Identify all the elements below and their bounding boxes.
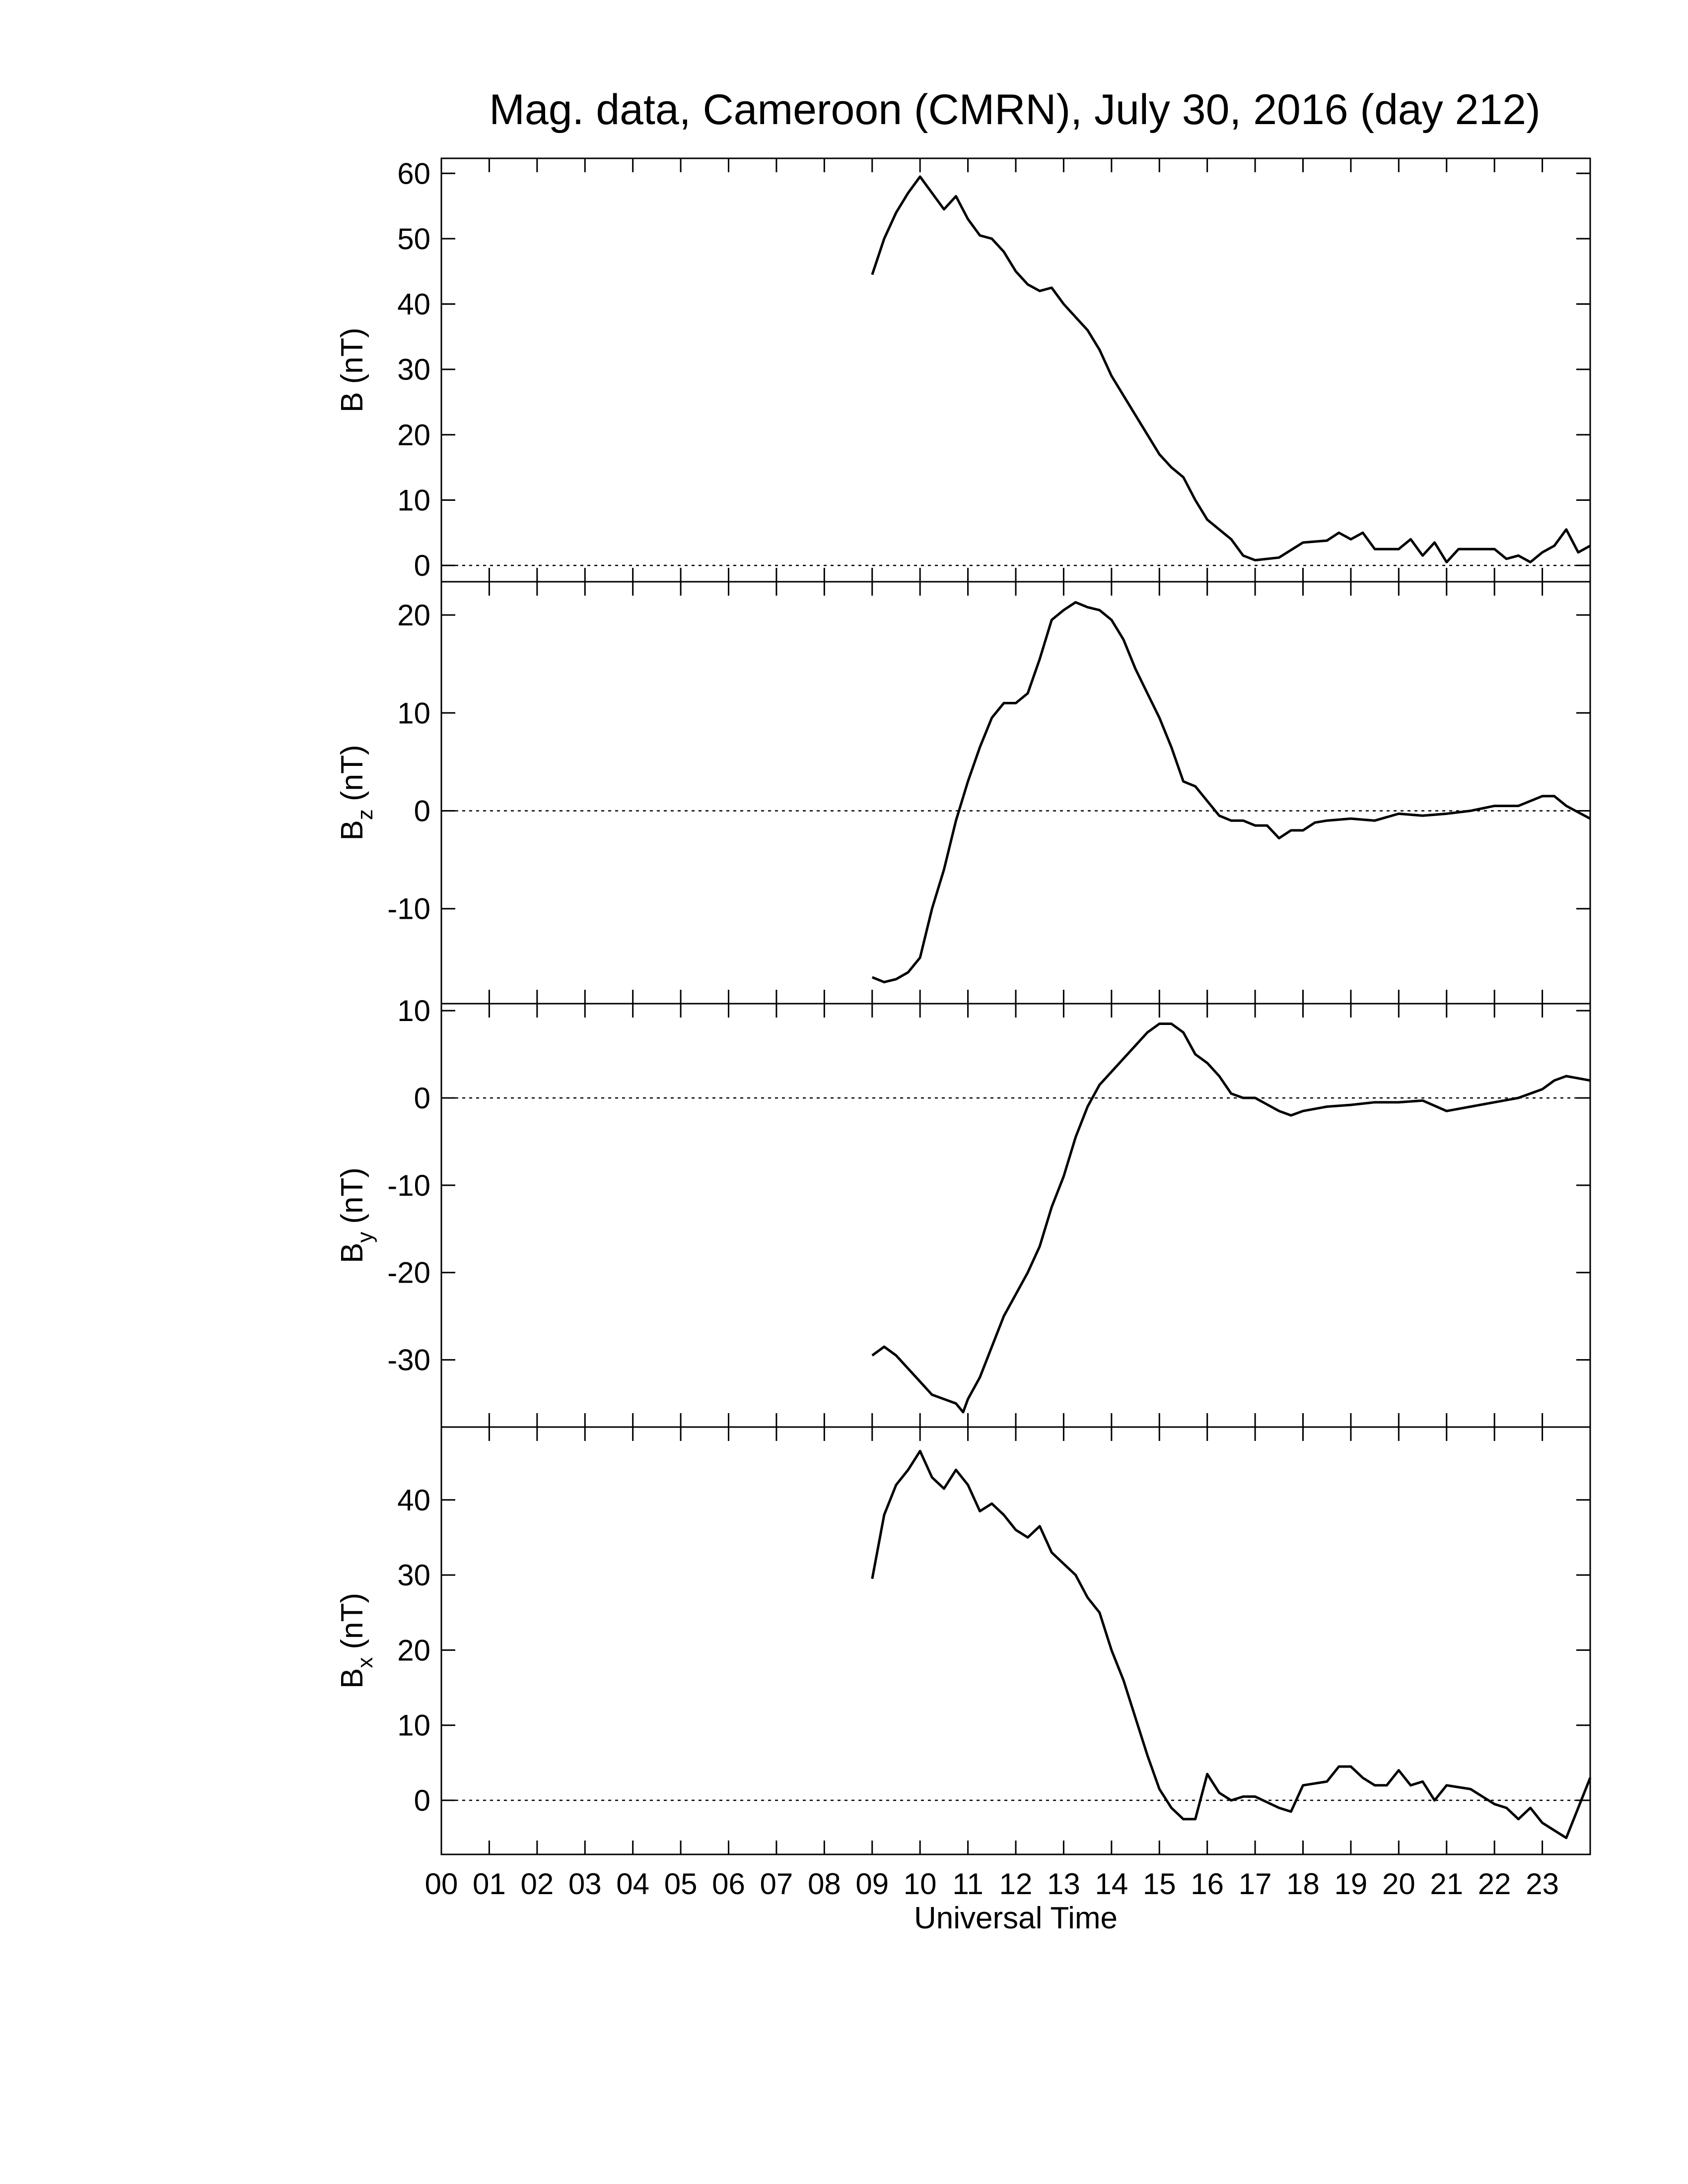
y-tick-label: 0 (414, 794, 430, 827)
data-line (871, 175, 1591, 563)
y-label-unit: (nT) (335, 1167, 369, 1224)
y-tick-label: 10 (397, 994, 430, 1027)
y-label-sub: z (353, 809, 377, 820)
y-axis-label: By (nT) (335, 1167, 377, 1263)
y-label-unit: (nT) (335, 328, 369, 384)
x-tick-label: 00 (425, 1867, 458, 1901)
y-tick-label: 20 (397, 1634, 430, 1667)
y-tick-label: 60 (397, 157, 430, 190)
y-tick-label: 40 (397, 1484, 430, 1517)
y-tick-label: 0 (414, 1082, 430, 1115)
y-axis-label: Bz (nT) (335, 745, 377, 840)
x-tick-label: 05 (664, 1867, 698, 1901)
y-tick-label: -20 (387, 1256, 430, 1290)
y-label-main: B (335, 1668, 369, 1689)
y-label-main: B (335, 820, 369, 840)
x-tick-label: 09 (855, 1867, 889, 1901)
y-tick-label: 0 (414, 549, 430, 582)
x-tick-label: 23 (1526, 1867, 1559, 1901)
y-tick-label: 20 (397, 599, 430, 632)
data-line (871, 1449, 1592, 1840)
y-tick-label: 40 (397, 288, 430, 321)
y-label-main: B (335, 1243, 369, 1263)
data-line (871, 1023, 1591, 1414)
x-tick-label: 02 (520, 1867, 554, 1901)
x-tick-label: 08 (808, 1867, 841, 1901)
y-tick-label: 10 (397, 696, 430, 730)
y-label-main: B (335, 392, 369, 412)
y-tick-label: -30 (387, 1344, 430, 1377)
x-tick-label: 01 (473, 1867, 506, 1901)
x-axis-label: Universal Time (914, 1901, 1118, 1935)
x-tick-label: 03 (568, 1867, 602, 1901)
panel-frame (440, 157, 1591, 583)
y-tick-label: 30 (397, 353, 430, 386)
chart-title: Mag. data, Cameroon (CMRN), July 30, 201… (489, 86, 1541, 134)
y-label-sub: x (353, 1657, 377, 1668)
y-tick-label: -10 (387, 1169, 430, 1202)
y-label-sub: y (353, 1232, 377, 1243)
x-tick-label: 17 (1239, 1867, 1272, 1901)
y-tick-label: 0 (414, 1784, 430, 1817)
y-tick-label: 50 (397, 222, 430, 256)
y-axis-label: B (nT) (335, 328, 369, 412)
y-tick-label: 30 (397, 1559, 430, 1592)
x-tick-label: 13 (1047, 1867, 1080, 1901)
x-tick-label: 15 (1143, 1867, 1176, 1901)
x-tick-label: 11 (952, 1867, 983, 1901)
x-tick-label: 10 (904, 1867, 937, 1901)
y-tick-label: 20 (397, 418, 430, 452)
y-label-unit: (nT) (335, 745, 369, 801)
panel-frame (440, 1426, 1591, 1855)
x-tick-label: 12 (999, 1867, 1033, 1901)
data-line (871, 601, 1591, 984)
x-tick-label: 06 (712, 1867, 745, 1901)
x-tick-label: 19 (1335, 1867, 1368, 1901)
x-tick-label: 16 (1191, 1867, 1224, 1901)
y-tick-label: -10 (387, 892, 430, 926)
x-tick-label: 20 (1382, 1867, 1415, 1901)
y-axis-label: Bx (nT) (335, 1593, 377, 1689)
panel-frame (440, 581, 1591, 1005)
x-tick-label: 21 (1430, 1867, 1463, 1901)
x-tick-label: 14 (1095, 1867, 1128, 1901)
y-tick-label: 10 (397, 1709, 430, 1742)
y-tick-label: 10 (397, 483, 430, 517)
x-tick-label: 18 (1286, 1867, 1320, 1901)
y-label-unit: (nT) (335, 1593, 369, 1649)
x-tick-label: 04 (616, 1867, 649, 1901)
panel-frame (440, 1003, 1591, 1428)
x-tick-label: 07 (760, 1867, 793, 1901)
x-tick-label: 22 (1478, 1867, 1511, 1901)
